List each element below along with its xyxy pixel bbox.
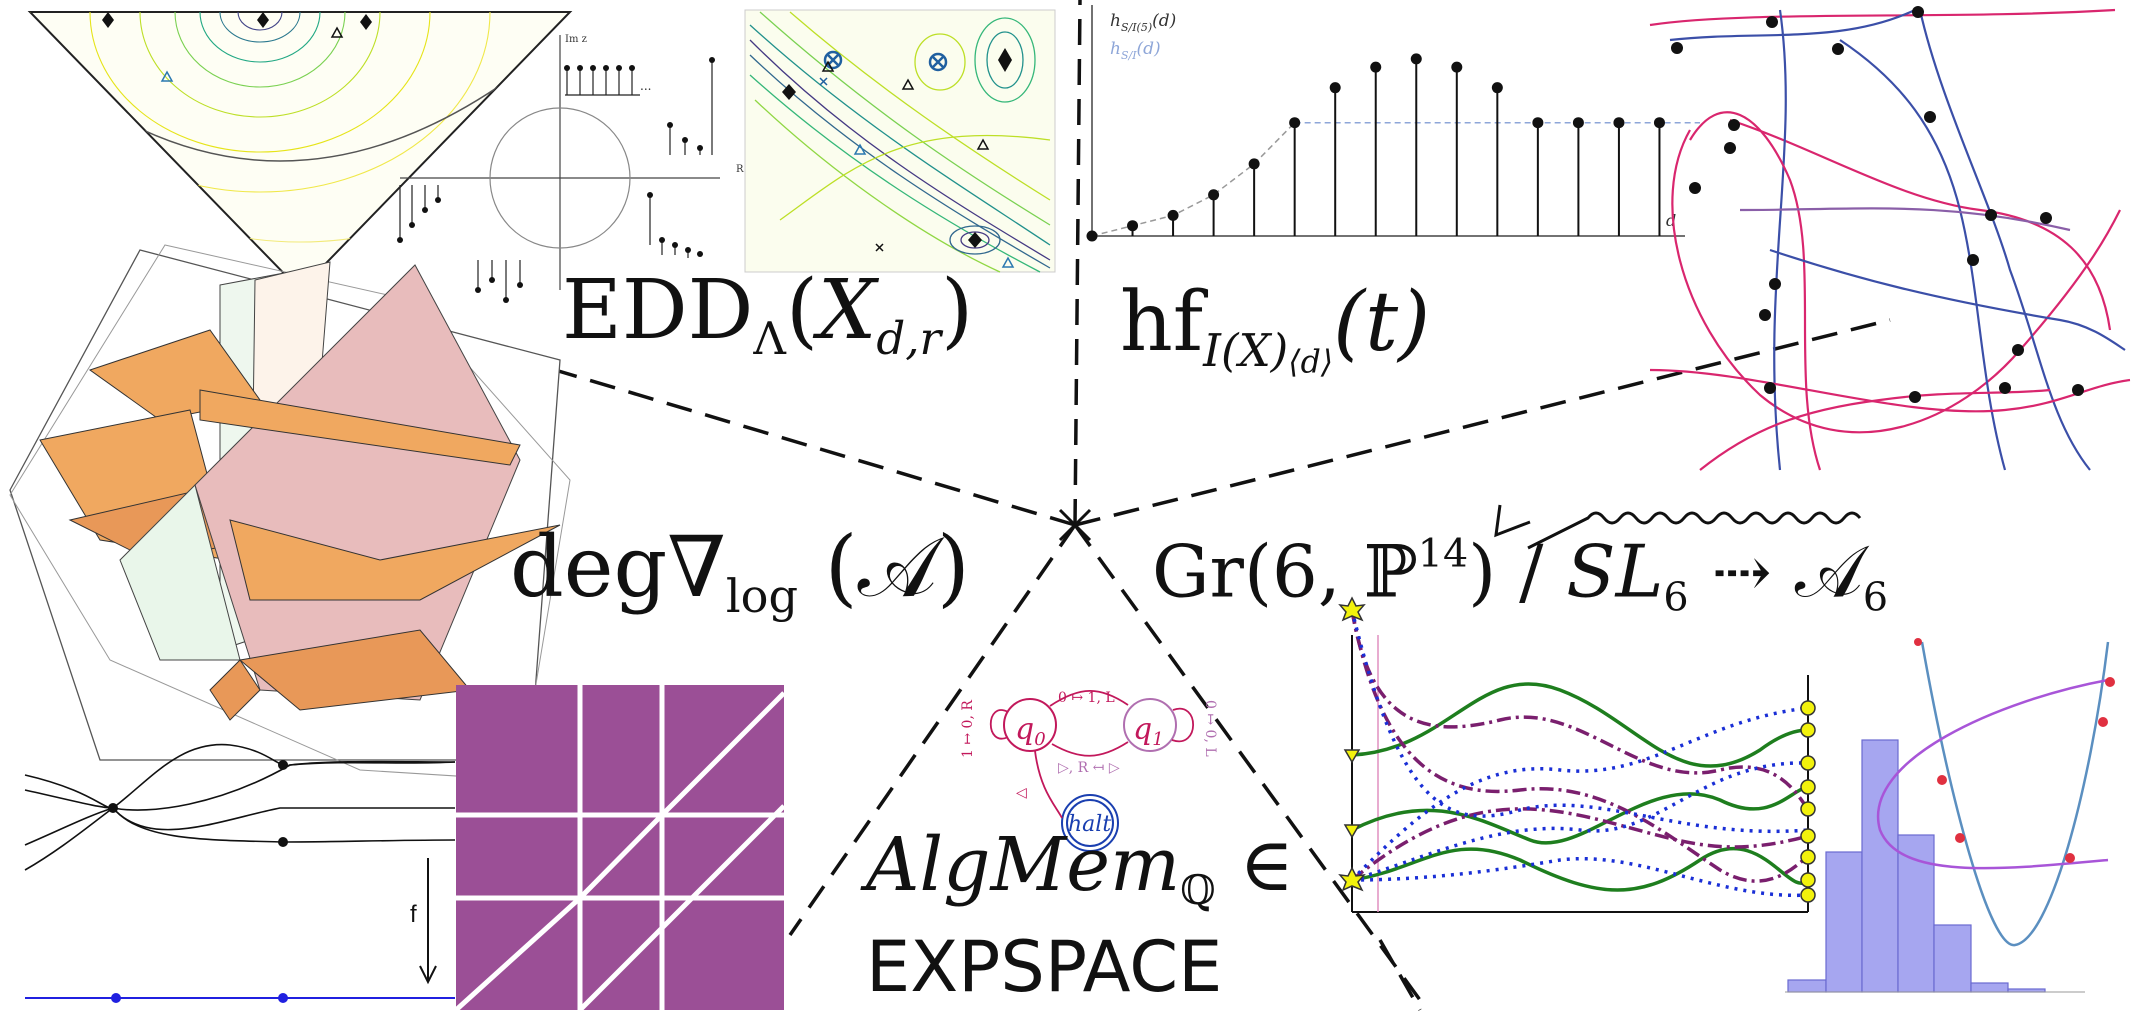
stem-point bbox=[1289, 117, 1301, 129]
stem-point bbox=[1248, 158, 1260, 170]
stem-point bbox=[1208, 189, 1220, 201]
growth-curve bbox=[1091, 122, 1296, 237]
curves-degeneration bbox=[24, 743, 456, 871]
hilbert-function-chart: hS/I(5)(d) hS/I(d) d bbox=[1086, 5, 1700, 242]
edge-label-q0-q1: 0 ↦ 1, L bbox=[1058, 690, 1115, 706]
algmem-formula: AlgMemℚ ∈ bbox=[866, 822, 1294, 915]
contour-markers-plot bbox=[744, 9, 1056, 273]
edge-label-q0-loop: 1 ↦ 0, R bbox=[960, 700, 976, 758]
hilbert-series-formula: hfI(X)⟨d⟩(t) bbox=[1120, 275, 1431, 381]
x-axis-label: d bbox=[1666, 211, 1676, 230]
curve-arrangement bbox=[1649, 6, 2131, 471]
stem-point bbox=[1572, 117, 1584, 129]
state-q0 bbox=[1003, 698, 1057, 752]
state-halt-label: halt bbox=[1068, 812, 1111, 837]
stem-point bbox=[1410, 53, 1422, 65]
purple-tile-grid bbox=[454, 685, 786, 1012]
base-line bbox=[25, 993, 455, 1003]
histogram-parabola-plot bbox=[1785, 638, 2115, 993]
map-arrow-f bbox=[419, 858, 437, 985]
state-q1-label: q1 bbox=[1133, 712, 1164, 750]
grassmannian-formula: Gr(6, ℙ14) / SL6 ⇢ 𝒜6 bbox=[1152, 529, 1889, 621]
stem-point bbox=[1127, 220, 1139, 232]
stem-point bbox=[1086, 230, 1098, 242]
edd-formula: EDDΛ(Xd,r) bbox=[562, 263, 974, 365]
stem-point bbox=[1491, 82, 1503, 94]
stem-point bbox=[1653, 117, 1665, 129]
sequence-ellipsis: ... bbox=[640, 79, 651, 93]
state-halt bbox=[1061, 794, 1119, 852]
stem-point bbox=[1329, 82, 1341, 94]
homotopy-paths-plot bbox=[1338, 596, 1816, 913]
edge-label-q1-q0: ▷, R ↤ ▷ bbox=[1058, 760, 1120, 776]
edge-label-q1-loop: 0 ↦ 0, L bbox=[1202, 700, 1218, 757]
triangle-contour-plot bbox=[27, 11, 573, 292]
stem-point bbox=[1532, 117, 1544, 129]
complex-plane-diagram: Im z R ... bbox=[397, 34, 744, 303]
hyperplane-arrangement-cube bbox=[9, 244, 571, 781]
stem-point bbox=[1167, 209, 1179, 221]
stem-point bbox=[1451, 61, 1463, 73]
map-label-f: f bbox=[410, 901, 417, 928]
legend-entry-hs-i5: hS/I(5)(d) bbox=[1110, 11, 1176, 34]
complexity-class-label: EXPSPACE bbox=[866, 926, 1223, 1008]
imaginary-axis-label: Im z bbox=[565, 34, 587, 45]
state-q0-label: q0 bbox=[1015, 712, 1046, 750]
log-degree-formula: deg∇log (𝒜) bbox=[510, 518, 970, 624]
state-q1 bbox=[1123, 698, 1177, 752]
edge-label-q0-halt: ◁ bbox=[1016, 785, 1027, 801]
curve-nodes bbox=[108, 760, 288, 847]
legend-entry-hs-i: hS/I(d) bbox=[1110, 39, 1161, 62]
real-axis-label: R bbox=[736, 164, 744, 175]
squiggle-arrow bbox=[1494, 504, 1862, 550]
star-center bbox=[1058, 508, 1092, 542]
stem-point bbox=[1370, 61, 1382, 73]
turing-machine-diagram: q0 q1 halt 0 ↦ 1, L ▷, R ↤ ▷ ◁ 1 ↦ 0, R … bbox=[960, 689, 1218, 852]
stem-point bbox=[1613, 117, 1625, 129]
